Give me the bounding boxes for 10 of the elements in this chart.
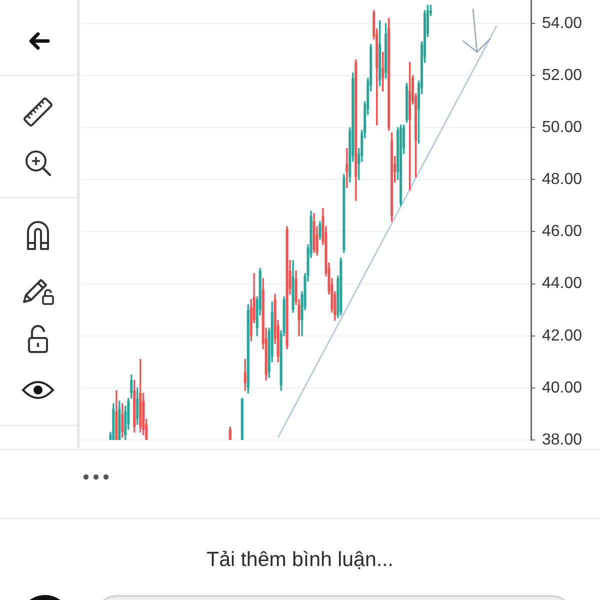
y-tick-label: 46.00 xyxy=(542,223,582,240)
text: Tải thêm bình luận... xyxy=(206,548,394,572)
y-tick-label: 52.00 xyxy=(542,66,582,84)
y-tick-label: 42.00 xyxy=(542,327,582,344)
y-tick-label: 54.00 xyxy=(542,14,582,32)
y-tick-label: 48.00 xyxy=(542,171,582,188)
y-tick-label: 38.00 xyxy=(542,431,582,448)
y-tick-label: 50.00 xyxy=(542,118,582,136)
y-tick-label: 40.00 xyxy=(542,379,582,396)
y-tick-label: 44.00 xyxy=(542,275,582,292)
